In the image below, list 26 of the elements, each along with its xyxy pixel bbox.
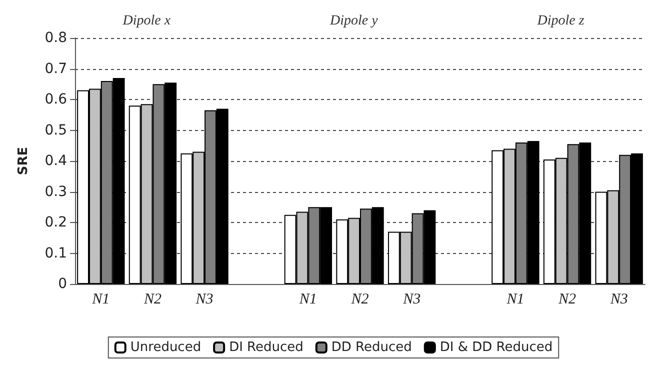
text: Dipole x [122,14,172,28]
y-axis-title: SRE [16,146,31,176]
y-tick-label: 0.7 [44,60,67,77]
x-tick-label: N3 [194,292,214,308]
y-tick-label: 0.4 [44,153,68,169]
x-tick-label: N3 [402,292,421,308]
x-tick-label: N3 [609,292,628,308]
y-tick-label: 0.5 [44,122,67,138]
x-tick-label: N1 [91,292,110,308]
text: Dipole z [536,14,585,28]
x-tick-label: N2 [558,292,577,308]
legend-label: Unreduced [130,340,202,355]
x-tick-label: N2 [350,292,370,308]
y-tick-label: 0.8 [44,30,67,46]
x-tick-label: N1 [506,292,524,308]
x-tick-label: N1 [298,292,317,308]
x-tick-label: N2 [142,292,162,308]
y-tick-label: 0 [58,276,67,292]
y-tick-label: 0.6 [44,92,68,108]
y-tick-label: 0.2 [44,214,67,230]
y-tick-label: 0.3 [44,184,67,200]
legend-label: DI Reduced [229,340,304,355]
y-tick-label: 0.1 [44,245,67,262]
text: Dipole y [329,14,379,28]
legend-label: DD Reduced [331,340,412,355]
legend-label: DI & DD Reduced [440,340,553,355]
